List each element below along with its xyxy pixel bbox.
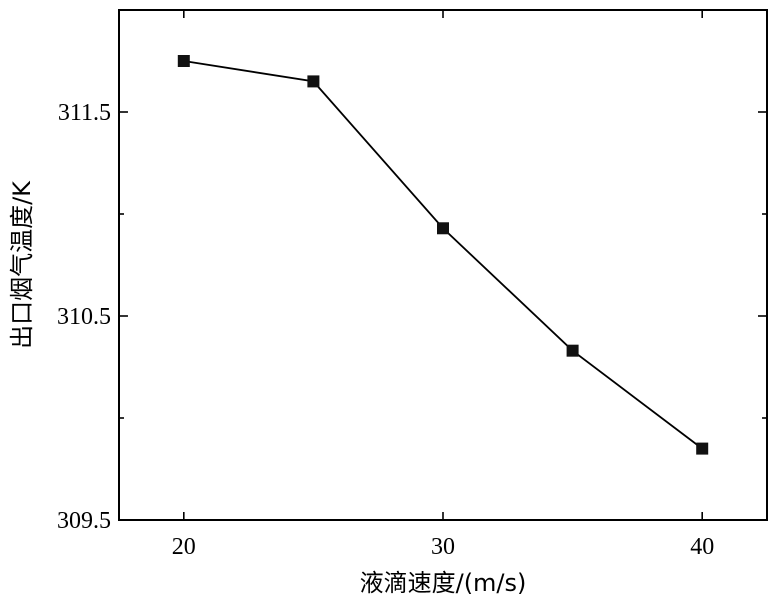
y-tick-label: 310.5 <box>57 304 111 330</box>
y-tick-label: 309.5 <box>57 508 111 534</box>
axis-tick-labels: 20 30 40 309.5 310.5 311.5 <box>57 100 714 560</box>
x-tick-label: 30 <box>431 534 455 560</box>
data-point-marker <box>696 442 709 455</box>
data-point-marker <box>307 75 320 88</box>
y-axis-title: 出口烟气温度/K <box>8 180 36 349</box>
data-point-marker <box>177 55 190 67</box>
axis-ticks <box>119 10 767 521</box>
x-tick-label: 20 <box>172 534 196 560</box>
data-point-marker <box>437 222 449 235</box>
plot-frame <box>118 9 768 521</box>
x-tick-label: 40 <box>690 534 714 560</box>
series-line <box>183 60 703 450</box>
x-axis-title: 液滴速度/(m/s) <box>360 569 527 597</box>
y-tick-label: 311.5 <box>58 100 111 126</box>
data-markers <box>177 55 709 455</box>
data-point-marker <box>566 344 579 357</box>
